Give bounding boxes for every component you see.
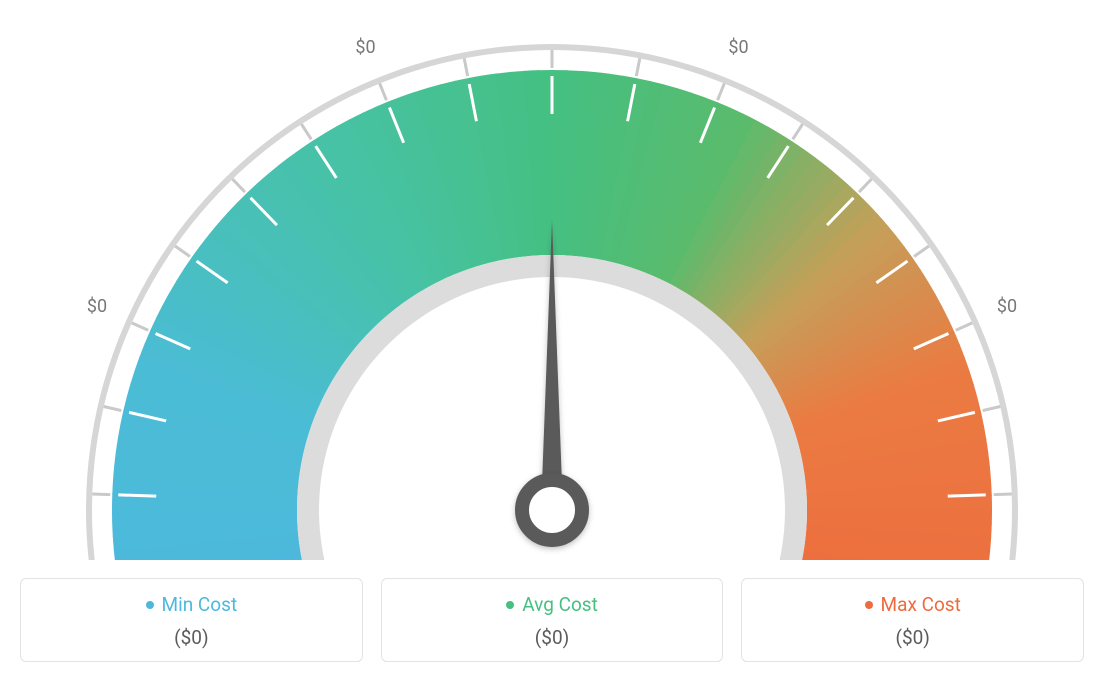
legend-box-min: Min Cost ($0) bbox=[20, 578, 363, 662]
legend-value-max: ($0) bbox=[752, 626, 1073, 649]
legend-dot-avg bbox=[506, 601, 514, 609]
legend-box-max: Max Cost ($0) bbox=[741, 578, 1084, 662]
legend-label-max: Max Cost bbox=[752, 593, 1073, 616]
svg-text:$0: $0 bbox=[355, 37, 375, 58]
legend-label-avg: Avg Cost bbox=[392, 593, 713, 616]
svg-text:$0: $0 bbox=[997, 296, 1017, 317]
legend-label-text-min: Min Cost bbox=[162, 593, 238, 616]
gauge-chart-area: $0$0$0$0$0$0 bbox=[20, 20, 1084, 560]
legend-label-text-avg: Avg Cost bbox=[522, 593, 598, 616]
svg-text:$0: $0 bbox=[87, 296, 107, 317]
legend-label-min: Min Cost bbox=[31, 593, 352, 616]
legend-label-text-max: Max Cost bbox=[881, 593, 961, 616]
legend-value-min: ($0) bbox=[31, 626, 352, 649]
svg-text:$0: $0 bbox=[728, 37, 748, 58]
gauge-svg: $0$0$0$0$0$0 bbox=[20, 20, 1084, 560]
legend-dot-min bbox=[146, 601, 154, 609]
legend-box-avg: Avg Cost ($0) bbox=[381, 578, 724, 662]
cost-gauge-widget: $0$0$0$0$0$0 Min Cost ($0) Avg Cost ($0)… bbox=[20, 20, 1084, 662]
legend-row: Min Cost ($0) Avg Cost ($0) Max Cost ($0… bbox=[20, 578, 1084, 662]
legend-value-avg: ($0) bbox=[392, 626, 713, 649]
legend-dot-max bbox=[865, 601, 873, 609]
